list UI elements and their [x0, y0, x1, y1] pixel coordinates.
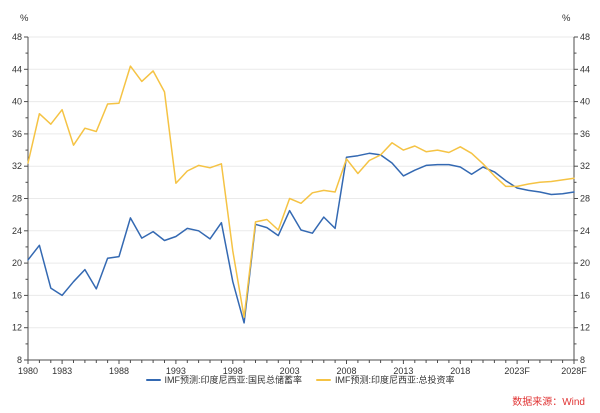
svg-text:44: 44 — [12, 64, 22, 74]
legend-item-investment: IMF预测:印度尼西亚:总投资率 — [316, 373, 455, 386]
svg-text:2023F: 2023F — [504, 366, 530, 376]
legend-swatch — [145, 378, 161, 381]
svg-text:48: 48 — [580, 32, 590, 42]
svg-text:44: 44 — [580, 64, 590, 74]
svg-text:32: 32 — [580, 161, 590, 171]
series-line-0 — [27, 152, 575, 324]
data-source: 数据来源：Wind — [512, 397, 585, 408]
legend-item-savings: IMF预测:印度尼西亚:国民总储蓄率 — [145, 373, 303, 386]
x-axis-ticks: 1980 1983 1988 1993 1998 2003 2008 2013 2018 2023… — [18, 360, 587, 376]
svg-text:2028F: 2028F — [561, 366, 587, 376]
svg-text:1998: 1998 — [223, 366, 243, 376]
y-axis-unit-left: % — [20, 13, 29, 24]
svg-text:20: 20 — [580, 258, 590, 268]
svg-text:2018: 2018 — [450, 366, 470, 376]
svg-text:24: 24 — [580, 226, 590, 236]
svg-text:36: 36 — [12, 129, 22, 139]
svg-text:2003: 2003 — [280, 366, 300, 376]
svg-text:40: 40 — [12, 97, 22, 107]
svg-text:1983: 1983 — [52, 366, 72, 376]
svg-text:28: 28 — [12, 194, 22, 204]
gridlines — [28, 36, 574, 329]
svg-text:32: 32 — [12, 161, 22, 171]
legend-label-savings: IMF预测:印度尼西亚:国民总储蓄率 — [164, 375, 303, 385]
svg-text:28: 28 — [580, 194, 590, 204]
svg-text:1980: 1980 — [18, 366, 38, 376]
y-axis-unit-right: % — [562, 13, 571, 24]
y-axis-ticks: 8 8 12 12 16 16 20 20 24 24 28 28 32 32 36 36 40 40 44 44 48… — [12, 32, 590, 365]
legend-swatch — [316, 378, 331, 381]
svg-text:2013: 2013 — [393, 366, 413, 376]
svg-text:1988: 1988 — [109, 366, 129, 376]
svg-text:12: 12 — [12, 323, 22, 333]
svg-text:20: 20 — [12, 258, 22, 268]
svg-text:8: 8 — [17, 355, 22, 365]
legend-label-investment: IMF预测:印度尼西亚:总投资率 — [335, 375, 455, 385]
svg-text:1993: 1993 — [166, 366, 186, 376]
svg-text:16: 16 — [12, 290, 22, 300]
svg-text:8: 8 — [580, 355, 585, 365]
svg-text:16: 16 — [580, 290, 590, 300]
svg-text:36: 36 — [580, 129, 590, 139]
svg-text:12: 12 — [580, 323, 590, 333]
svg-text:24: 24 — [12, 226, 22, 236]
series-line-1 — [27, 65, 575, 318]
svg-text:48: 48 — [12, 32, 22, 42]
svg-text:40: 40 — [580, 97, 590, 107]
svg-text:2008: 2008 — [336, 366, 356, 376]
chart-legend: IMF预测:印度尼西亚:国民总储蓄率 IMF预测:印度尼西亚:总投资率 — [0, 373, 600, 386]
